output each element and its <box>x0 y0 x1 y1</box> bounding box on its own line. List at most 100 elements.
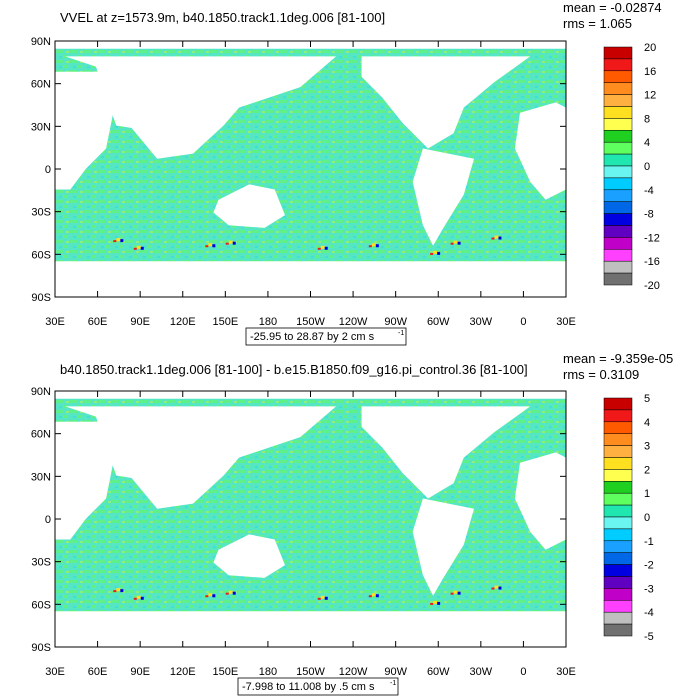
anomaly-spot <box>140 246 144 250</box>
anomaly-spot <box>317 247 321 250</box>
x-tick-label: 150E <box>212 666 238 678</box>
land-mask-5 <box>514 102 566 200</box>
colorbar-label: 0 <box>644 161 650 173</box>
anomaly-spot <box>498 586 502 590</box>
land-mask-2 <box>213 534 285 578</box>
top-panel: 90N 60N 30N 0 30S 60S 90S 30E 60E 90E 120E 150E 180 1… <box>31 0 662 346</box>
colorbar-swatch <box>603 70 633 83</box>
anomaly-spot <box>120 239 124 243</box>
colorbar-swatch <box>603 237 633 250</box>
anomaly-spot <box>320 245 325 249</box>
anomaly-spot <box>116 588 121 592</box>
range-label: -7.998 to 11.008 by .5 cm s <box>242 681 375 693</box>
x-tick-label: 30W <box>470 666 493 678</box>
colorbar-label: 2 <box>644 464 650 476</box>
anomaly-spot <box>136 595 141 599</box>
x-tick-label: 60E <box>88 666 108 678</box>
x-tick-label: 90E <box>130 316 150 328</box>
colorbar-swatch <box>603 492 633 506</box>
anomaly-spot <box>133 597 137 600</box>
range-unit-exponent: -1 <box>390 680 396 687</box>
colorbar-label: 12 <box>644 90 656 102</box>
anomaly-spot <box>324 596 328 600</box>
range-unit-exponent: -1 <box>398 330 404 337</box>
colorbar-swatch <box>603 46 633 60</box>
anomaly-spot <box>228 590 233 594</box>
x-tick-label: 120E <box>170 666 196 678</box>
x-tick-label: 150W <box>296 316 325 328</box>
colorbar-swatch <box>603 564 633 577</box>
colorbar-label: -2 <box>644 560 654 572</box>
anomaly-spot <box>457 241 461 245</box>
colorbar-swatch <box>603 201 633 214</box>
x-tick-label: 120W <box>339 316 368 328</box>
colorbar-label: -12 <box>644 232 660 244</box>
colorbar-swatch <box>603 94 633 107</box>
chart-title: b40.1850.track1.1deg.006 [81-100] - b.e1… <box>60 362 528 377</box>
land-mask-0 <box>55 71 117 190</box>
y-tick-label: 30S <box>31 207 51 219</box>
land-mask-4 <box>412 148 474 246</box>
x-tick-label: 30E <box>556 666 576 678</box>
x-tick-label: 90W <box>384 316 407 328</box>
anomaly-spot <box>317 597 321 600</box>
anomaly-spot <box>371 243 376 247</box>
x-tick-label: 30E <box>45 316 65 328</box>
anomaly-spot <box>320 595 325 599</box>
colorbar-swatch <box>603 576 633 589</box>
land-mask-4 <box>412 498 474 596</box>
colorbar-label: -20 <box>644 280 660 292</box>
anomaly-spot <box>228 240 233 244</box>
anomaly-spot <box>371 593 376 597</box>
colorbar-label: -4 <box>644 185 654 197</box>
anomaly-spot <box>453 590 458 594</box>
x-tick-label: 180 <box>259 666 277 678</box>
anomaly-spot <box>437 601 441 605</box>
stat-mean: mean = -0.02874 <box>563 0 662 15</box>
colorbar-swatch <box>603 397 633 411</box>
colorbar-swatch <box>603 153 633 167</box>
y-tick-label: 90N <box>31 386 51 398</box>
x-tick-label: 150E <box>212 316 238 328</box>
colorbar-swatch <box>603 118 633 131</box>
y-tick-label: 90S <box>31 642 51 654</box>
x-tick-label: 60W <box>427 666 450 678</box>
colorbar-swatch <box>603 600 633 613</box>
anomaly-spot <box>133 247 137 250</box>
anomaly-spot <box>498 236 502 240</box>
colorbar-swatch <box>603 588 633 601</box>
x-tick-label: 30W <box>470 316 493 328</box>
land-mask-6 <box>55 261 566 297</box>
x-tick-label: 90E <box>130 666 150 678</box>
colorbar-label: 4 <box>644 417 650 429</box>
stat-rms: rms = 1.065 <box>563 16 632 31</box>
colorbar-label: -1 <box>644 536 654 548</box>
anomaly-spot <box>225 592 229 595</box>
anomaly-spot <box>457 591 461 595</box>
anomaly-spot <box>205 245 209 248</box>
y-tick-label: 60N <box>31 79 51 91</box>
x-tick-label: 0 <box>520 666 526 678</box>
colorbar-swatch <box>603 58 633 72</box>
stat-rms: rms = 0.3109 <box>563 367 639 382</box>
colorbar-swatch <box>603 421 633 434</box>
land-mask-1 <box>65 406 337 509</box>
land-mask-3 <box>361 406 531 499</box>
colorbar-swatch <box>603 445 633 458</box>
x-tick-label: 180 <box>259 316 277 328</box>
colorbar-label: 8 <box>644 113 650 125</box>
x-tick-label: 120W <box>339 666 368 678</box>
colorbar-swatch <box>603 82 633 95</box>
colorbar-label: 4 <box>644 137 650 149</box>
anomaly-spot <box>116 238 121 242</box>
x-tick-label: 60W <box>427 316 450 328</box>
anomaly-spot <box>430 602 434 605</box>
anomaly-spot <box>433 250 438 254</box>
colorbar-swatch <box>603 481 633 494</box>
y-tick-label: 60N <box>31 429 51 441</box>
colorbar-swatch <box>603 623 633 637</box>
chart-title: VVEL at z=1573.9m, b40.1850.track1.1deg.… <box>60 10 385 25</box>
anomaly-spot <box>208 243 213 247</box>
x-tick-label: 120E <box>170 316 196 328</box>
